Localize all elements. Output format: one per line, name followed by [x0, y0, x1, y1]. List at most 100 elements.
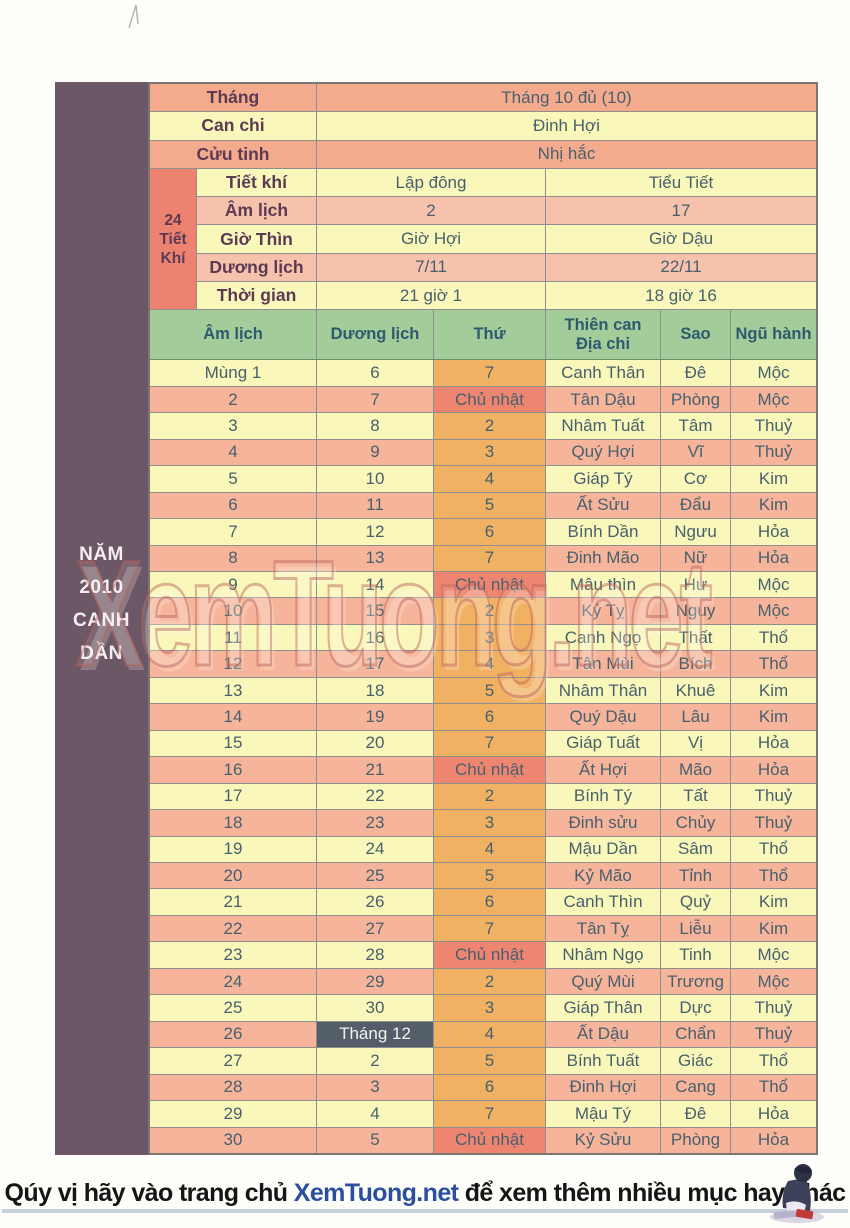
tiet-value-2: 22/11 [660, 257, 702, 277]
cell-duong-lich: 23 [317, 810, 434, 836]
cell-thu: 6 [434, 889, 546, 915]
tiet-label: Thời gian [197, 282, 317, 310]
cell-sao: Đê [661, 360, 731, 386]
cell-am-lich: 22 [150, 915, 317, 942]
cell-duong-lich: 13 [317, 545, 434, 571]
cell-am-lich: 3 [150, 413, 317, 439]
cell-duong-lich: 4 [317, 1101, 434, 1127]
cell-sao: Nữ [661, 545, 731, 571]
cell-sao: Thất [661, 624, 731, 651]
cell-thu: Chủ nhật [434, 386, 546, 413]
cell-sao: Phòng [661, 386, 731, 413]
cell-duong-lich: 11 [317, 492, 434, 519]
cell-ngu-hanh: Kim [731, 677, 816, 704]
cell-sao: Phòng [661, 1127, 731, 1153]
tiet-value-2: Giờ Dậu [648, 229, 714, 249]
footer-text-pre: Qúy vị hãy vào trang chủ [4, 1179, 294, 1207]
cell-thu: Chủ nhật [434, 572, 546, 598]
info-row-cuu-tinh: Cửu tinh Nhị hắc [150, 140, 816, 169]
cell-duong-lich: 19 [317, 704, 434, 730]
footer-text-post: để xem thêm nhiều mục hay khác [458, 1179, 846, 1207]
cell-ngu-hanh: Mộc [731, 942, 816, 968]
cell-thu: 3 [434, 995, 546, 1021]
cell-ngu-hanh: Thổ [731, 651, 816, 677]
cell-am-lich: 23 [150, 942, 317, 968]
cell-duong-lich: 18 [317, 677, 434, 704]
cell-can-chi: Quý Dậu [546, 704, 661, 730]
calendar-day-row: 17 22 2 Bính Tý Tất Thuỷ [150, 783, 816, 811]
calendar-day-row: 2 7 Chủ nhật Tân Dậu Phòng Mộc [150, 386, 816, 414]
footer-site-link[interactable]: XemTuong.net [293, 1179, 459, 1207]
cell-thu: 5 [434, 492, 546, 519]
cell-sao: Bích [661, 651, 731, 677]
tiet-row-duong-lich: Dương lịch 7/11 22/11 [197, 253, 816, 283]
tiet-khi-span-line: Khí [160, 249, 186, 267]
cell-duong-lich: 29 [317, 968, 434, 995]
calendar-day-row: 12 17 4 Tân Mùi Bích Thổ [150, 651, 816, 678]
cell-thu: Chủ nhật [434, 757, 546, 783]
tiet-label: Giờ Thìn [197, 225, 317, 253]
cell-sao: Tỉnh [661, 862, 731, 889]
header-sao: Sao [661, 310, 731, 360]
tiet-row-tiet-khi: Tiết khí Lập đông Tiểu Tiết [197, 168, 816, 198]
cell-sao: Tinh [661, 942, 731, 968]
cell-duong-lich: 16 [317, 624, 434, 651]
calendar-day-row: 19 24 4 Mậu Dần Sâm Thổ [150, 836, 816, 863]
cell-thu: 5 [434, 862, 546, 889]
month-info-table: Tháng Tháng 10 đủ (10) Can chi Đinh Hợi … [150, 84, 816, 311]
cell-sao: Tất [661, 783, 731, 810]
cell-thu: 3 [434, 624, 546, 651]
info-row-thang: Tháng Tháng 10 đủ (10) [150, 84, 816, 113]
header-ngu-hanh: Ngũ hành [735, 325, 812, 344]
tables-area: Tháng Tháng 10 đủ (10) Can chi Đinh Hợi … [148, 82, 818, 1155]
cell-am-lich: 11 [150, 624, 317, 651]
cell-duong-lich: 2 [317, 1048, 434, 1074]
cell-can-chi: Canh Thìn [546, 889, 661, 915]
cell-can-chi: Đinh Mão [546, 545, 661, 571]
cell-duong-lich: 22 [317, 783, 434, 810]
calendar-day-row: 27 2 5 Bính Tuất Giác Thổ [150, 1048, 816, 1075]
cell-can-chi: Tân Dậu [546, 386, 661, 413]
tiet-value-1: Giờ Hợi [317, 225, 546, 253]
cell-thu: 5 [434, 1048, 546, 1074]
cell-am-lich: 6 [150, 492, 317, 519]
cell-ngu-hanh: Hỏa [731, 519, 816, 545]
cell-can-chi: Nhâm Ngọ [546, 942, 661, 968]
cell-sao: Liễu [661, 915, 731, 942]
cell-sao: Dực [661, 995, 731, 1021]
cell-thu: 4 [434, 1021, 546, 1048]
cell-thu: 2 [434, 598, 546, 624]
cell-am-lich: 4 [150, 439, 317, 466]
cell-ngu-hanh: Thuỷ [731, 1021, 816, 1048]
cell-ngu-hanh: Mộc [731, 968, 816, 995]
calendar-day-row: 14 19 6 Quý Dậu Lâu Kim [150, 704, 816, 731]
cell-can-chi: Canh Thân [546, 360, 661, 386]
cell-can-chi: Mâu thìn [546, 572, 661, 598]
cell-sao: Khuê [661, 677, 731, 704]
cell-ngu-hanh: Mộc [731, 572, 816, 598]
cell-can-chi: Đinh sửu [546, 810, 661, 836]
cell-duong-lich: 12 [317, 519, 434, 545]
cell-am-lich: 9 [150, 572, 317, 598]
cell-can-chi: Tân Tỵ [546, 915, 661, 942]
cell-duong-lich: 21 [317, 757, 434, 783]
cell-am-lich: Mùng 1 [150, 360, 317, 386]
tiet-khi-span-line: Tiết [159, 230, 187, 248]
cell-am-lich: 28 [150, 1074, 317, 1101]
cell-sao: Quỷ [661, 889, 731, 915]
cell-can-chi: Quý Hợi [546, 439, 661, 466]
calendar-day-row: 26 Tháng 12 4 Ất Dậu Chẩn Thuỷ [150, 1021, 816, 1049]
calendar-day-row: 10 15 2 Kỷ Tỵ Nguy Mộc [150, 598, 816, 625]
cell-thu: 6 [434, 704, 546, 730]
cell-can-chi: Bính Dần [546, 519, 661, 545]
reading-person-icon [770, 1164, 824, 1223]
calendar-day-row: 28 3 6 Đinh Hợi Cang Thổ [150, 1074, 816, 1102]
info-row-can-chi: Can chi Đinh Hợi [150, 112, 816, 141]
cell-can-chi: Kỷ Tỵ [546, 598, 661, 624]
tiet-label: Dương lịch [197, 253, 317, 282]
year-line: CANH [73, 610, 130, 631]
cell-thu: Chủ nhật [434, 1127, 546, 1153]
tiet-row-thoi-gian: Thời gian 21 giờ 1 18 giờ 16 [197, 282, 816, 311]
cell-thu: 7 [434, 360, 546, 386]
cell-duong-lich: 15 [317, 598, 434, 624]
